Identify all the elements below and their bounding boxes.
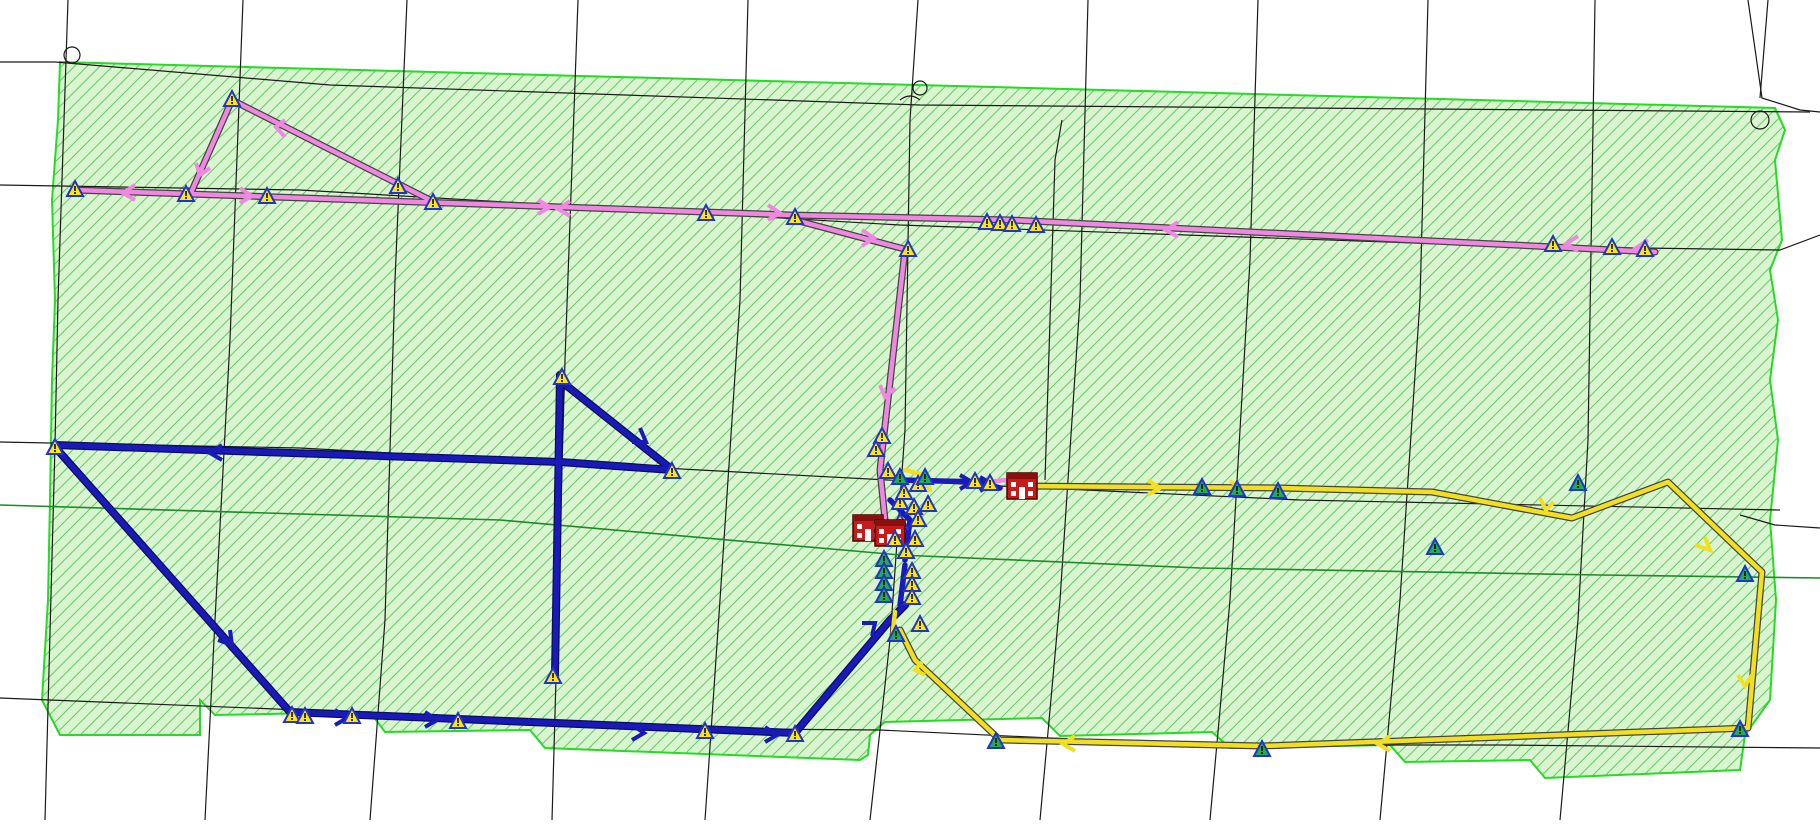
highway	[0, 504, 1820, 579]
interchange	[63, 46, 1770, 130]
